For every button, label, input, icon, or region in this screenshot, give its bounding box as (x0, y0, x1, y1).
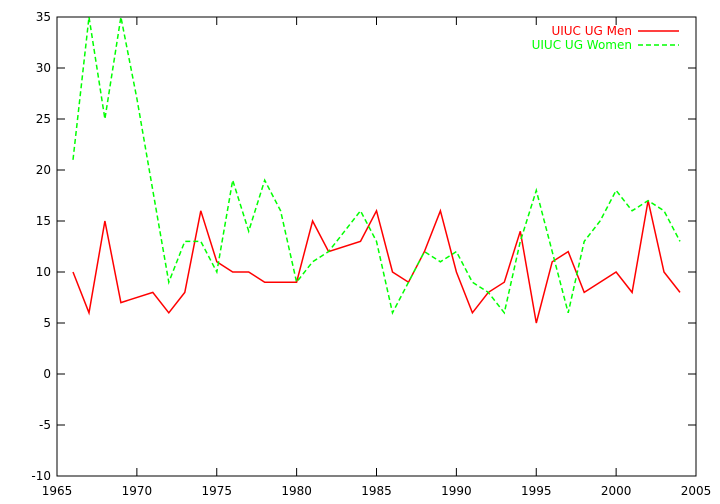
y-tick-label: 20 (36, 163, 51, 177)
plot-frame (56, 16, 697, 477)
y-tick-label: -5 (39, 418, 51, 432)
x-tick-label: 1995 (521, 484, 552, 498)
legend-label-men: UIUC UG Men (551, 24, 632, 38)
legend-label-women: UIUC UG Women (532, 38, 632, 52)
y-tick-label: 35 (36, 10, 51, 24)
y-tick-label: 10 (36, 265, 51, 279)
y-tick-label: 25 (36, 112, 51, 126)
y-tick-label: 30 (36, 61, 51, 75)
x-tick-label: 2000 (601, 484, 632, 498)
x-tick-label: 1985 (361, 484, 392, 498)
y-tick-label: 5 (43, 316, 51, 330)
x-tick-label: 1975 (201, 484, 232, 498)
y-tick-label: 0 (43, 367, 51, 381)
x-tick-label: 1970 (122, 484, 153, 498)
x-tick-labels: 1965 1970 1975 1980 1985 1990 1995 2000 2005 (42, 484, 712, 498)
y-tick-labels: -10 -5 0 5 10 15 20 25 30 35 (31, 10, 51, 483)
x-tick-label: 1980 (281, 484, 312, 498)
series-lines (72, 16, 681, 324)
y-tick-label: -10 (31, 469, 51, 483)
x-tick-label: 2005 (681, 484, 712, 498)
series-line-men (72, 200, 681, 324)
y-tick-label: 15 (36, 214, 51, 228)
x-tick-label: 1965 (42, 484, 73, 498)
axis-ticks (56, 16, 697, 477)
series-line-women (72, 16, 681, 315)
x-tick-label: 1990 (441, 484, 472, 498)
